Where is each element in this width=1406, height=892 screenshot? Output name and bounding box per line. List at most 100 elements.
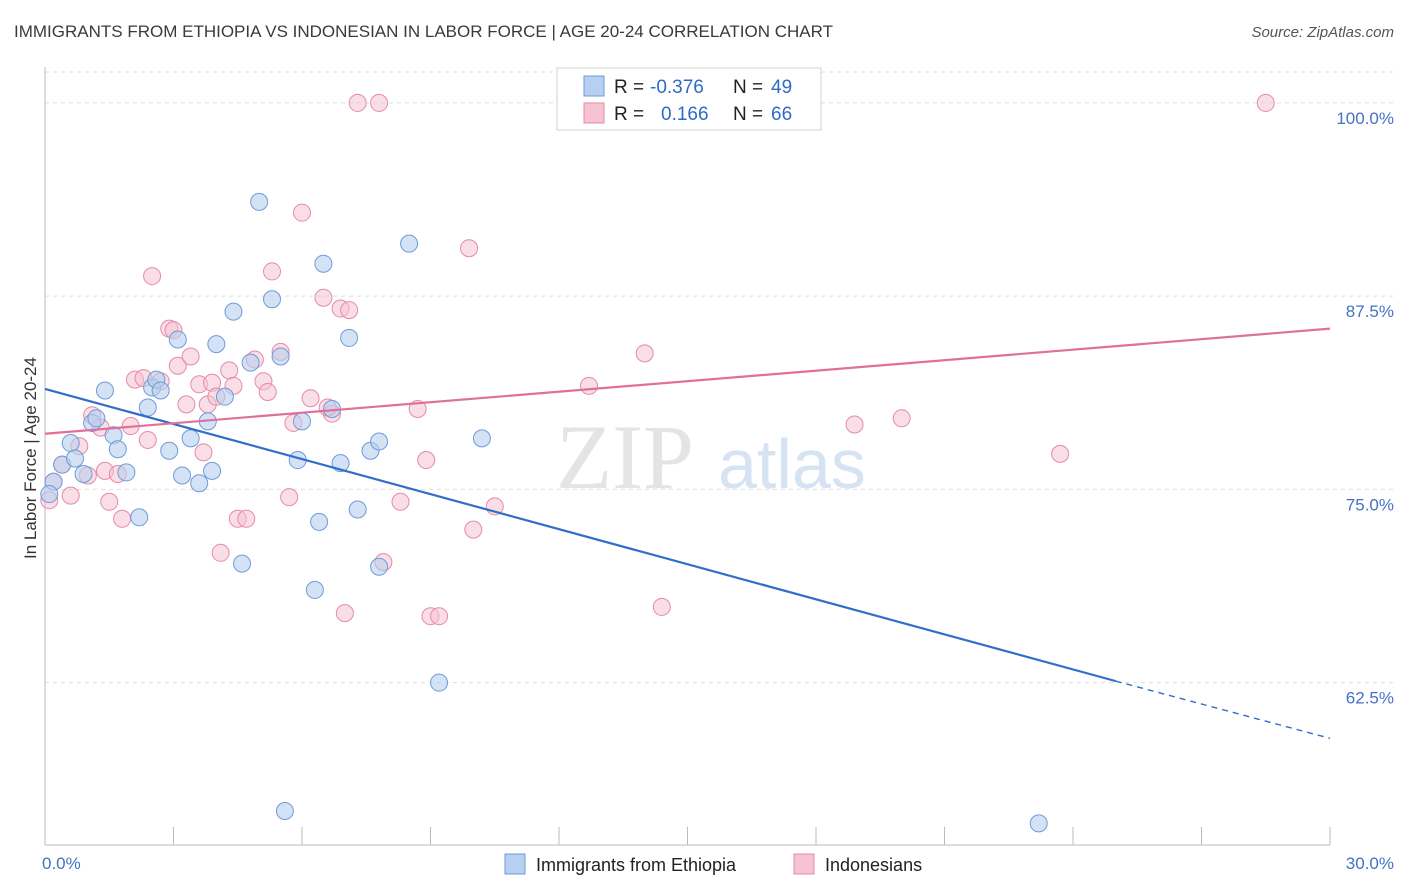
legend-swatch-ethiopia [583, 75, 605, 97]
indonesians-point-2 [61, 486, 80, 505]
ethiopia-point-22 [207, 335, 226, 354]
legend-r-value-ethiopia: -0.376 [650, 77, 704, 98]
ethiopia-points [40, 192, 1048, 833]
x-tick-min: 0.0% [42, 854, 81, 873]
ethiopia-point-17 [168, 330, 187, 349]
x-tick-labels: 0.0% 30.0% [42, 854, 1394, 873]
correlation-legend: R = -0.376 N = 49 R = 0.166 N = 66 [556, 67, 822, 131]
trend-lines [44, 327, 1331, 740]
legend-r-label-ethiopia: R = [614, 77, 644, 98]
ethiopia-point-47 [40, 485, 59, 504]
ethiopia-point-33 [305, 580, 324, 599]
ethiopia-point-45 [472, 429, 491, 448]
ethiopia-point-23 [215, 387, 234, 406]
series-legend: Immigrants from Ethiopia Indonesians [504, 853, 922, 875]
indonesians-point-54 [464, 520, 483, 539]
indonesians-point-40 [301, 389, 320, 408]
ethiopia-point-19 [181, 429, 200, 448]
indonesians-point-14 [138, 430, 157, 449]
indonesians-point-37 [280, 488, 299, 507]
y-tick-label-1: 75.0% [1346, 495, 1394, 514]
indonesians-point-52 [430, 607, 449, 626]
indonesians-point-31 [237, 509, 256, 528]
indonesians-point-56 [579, 376, 598, 395]
bottom-legend-swatch-ethiopia [504, 853, 526, 875]
ethiopia-point-2 [61, 434, 80, 453]
indonesians-point-58 [652, 597, 671, 616]
indonesians-point-49 [408, 400, 427, 419]
ethiopia-point-27 [250, 192, 269, 211]
indonesians-point-20 [177, 395, 196, 414]
y-tick-label-3: 100.0% [1336, 109, 1394, 128]
ethiopia-point-48 [203, 461, 222, 480]
ethiopia-trend-line [44, 387, 1117, 683]
chart-title: IMMIGRANTS FROM ETHIOPIA VS INDONESIAN I… [14, 22, 833, 41]
indonesians-point-19 [168, 356, 187, 375]
ethiopia-point-35 [314, 254, 333, 273]
y-tick-labels: 62.5% 75.0% 87.5% 100.0% [1336, 109, 1394, 708]
indonesians-point-39 [293, 203, 311, 222]
ethiopia-point-26 [241, 353, 260, 372]
ethiopia-point-34 [310, 512, 329, 531]
legend-swatch-indonesians [583, 102, 605, 124]
indonesians-point-35 [263, 262, 282, 281]
ethiopia-point-29 [271, 347, 290, 366]
ethiopia-point-42 [370, 557, 389, 576]
ethiopia-point-9 [108, 440, 127, 459]
ethiopia-point-24 [224, 302, 243, 321]
ethiopia-point-7 [95, 381, 114, 400]
indonesians-point-15 [143, 267, 162, 286]
ethiopia-point-4 [74, 464, 93, 483]
indonesians-point-21 [181, 347, 200, 366]
ethiopia-point-32 [293, 412, 311, 431]
ethiopia-point-30 [275, 801, 294, 820]
ethiopia-point-46 [1029, 814, 1048, 833]
legend-n-label-indonesians: N = [733, 104, 763, 125]
watermark-atlas: atlas [718, 425, 866, 503]
indonesians-point-60 [892, 409, 911, 428]
ethiopia-point-11 [130, 508, 149, 527]
ethiopia-point-44 [430, 673, 449, 692]
ethiopia-point-25 [233, 554, 252, 573]
y-axis-title: In Labor Force | Age 20-24 [21, 357, 40, 559]
indonesians-point-50 [417, 451, 436, 470]
ethiopia-point-28 [263, 290, 282, 309]
y-tick-label-2: 87.5% [1346, 302, 1394, 321]
legend-n-value-indonesians: 66 [771, 104, 792, 125]
indonesians-point-61 [1051, 444, 1070, 463]
axes [44, 67, 1331, 846]
legend-r-value-indonesians: 0.166 [661, 104, 709, 125]
ethiopia-point-3 [65, 449, 84, 468]
ethiopia-point-10 [117, 463, 136, 482]
ethiopia-point-41 [370, 432, 389, 451]
ethiopia-point-6 [87, 409, 106, 428]
ethiopia-point-12 [138, 398, 157, 417]
indonesians-point-46 [370, 93, 389, 112]
ethiopia-point-39 [348, 500, 367, 519]
indonesians-points [40, 93, 1275, 626]
bottom-legend-swatch-indonesians [793, 853, 815, 875]
legend-r-label-indonesians: R = [614, 104, 644, 125]
ethiopia-trend-extension [1115, 680, 1331, 740]
ethiopia-point-38 [340, 328, 359, 347]
bottom-legend-ethiopia: Immigrants from Ethiopia [536, 855, 737, 875]
indonesians-point-8 [100, 492, 119, 511]
bottom-legend-indonesians: Indonesians [825, 855, 922, 875]
indonesians-point-28 [220, 361, 239, 380]
indonesians-point-57 [635, 344, 654, 363]
indonesians-trend-line [44, 327, 1331, 435]
indonesians-point-23 [194, 443, 213, 462]
ethiopia-point-43 [400, 234, 419, 253]
indonesians-point-63 [335, 604, 354, 623]
indonesians-point-48 [391, 492, 410, 511]
indonesians-point-53 [460, 239, 479, 258]
legend-n-label-ethiopia: N = [733, 77, 763, 98]
ethiopia-point-20 [190, 474, 209, 493]
ethiopia-point-16 [160, 441, 179, 460]
gridlines [45, 71, 1395, 684]
indonesians-point-62 [1256, 93, 1275, 112]
indonesians-point-45 [348, 93, 367, 112]
indonesians-point-44 [340, 301, 359, 320]
x-tick-max: 30.0% [1346, 854, 1394, 873]
